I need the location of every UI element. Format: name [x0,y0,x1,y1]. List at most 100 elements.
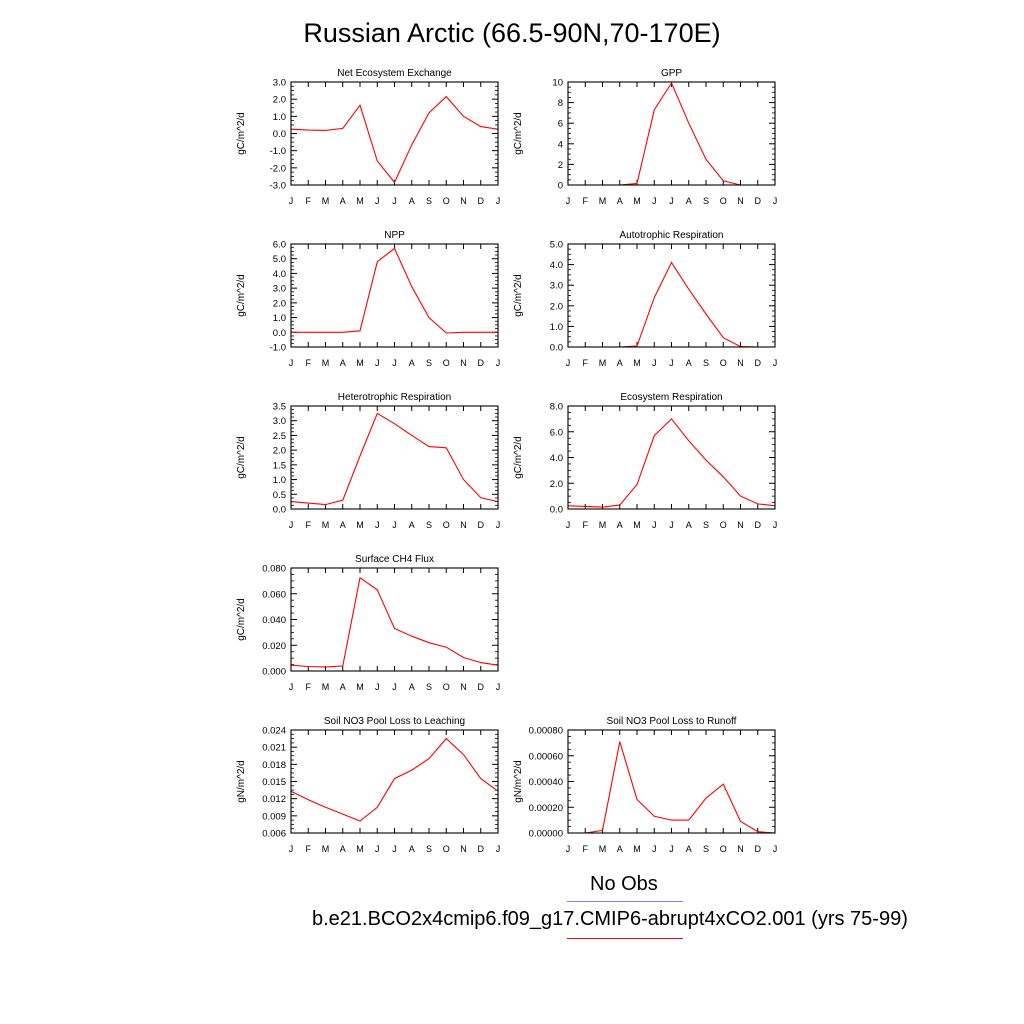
x-tick-label: J [669,844,674,854]
x-tick-label: J [669,520,674,530]
y-axis-label: gC/m^2/d [513,274,524,317]
x-tick-label: A [617,520,623,530]
y-tick-label: 4.0 [550,260,563,271]
y-tick-label: 5.0 [273,254,286,265]
y-tick-label: 0.00060 [529,751,563,762]
x-tick-label: M [322,844,330,854]
x-tick-label: O [443,358,450,368]
panel-title: GPP [661,68,682,79]
plot-frame [567,81,776,186]
series-line-heterotrophic-respiration [290,412,499,506]
x-tick-label: F [306,358,312,368]
x-tick-label: F [306,520,312,530]
x-tick-label: J [392,682,397,692]
x-tick-label: A [686,196,692,206]
plot-frame [567,243,776,348]
y-tick-label: 6.0 [273,240,286,251]
x-tick-label: M [356,844,364,854]
y-tick-label: 0.018 [262,760,286,771]
x-tick-label: M [356,358,364,368]
legend-obs-line [567,901,683,902]
x-tick-label: J [375,520,380,530]
x-tick-label: A [340,358,346,368]
x-tick-label: J [669,358,674,368]
y-tick-label: 2.0 [550,479,563,490]
x-tick-label: D [478,844,485,854]
x-tick-label: F [306,196,312,206]
y-axis-label: gN/m^2/d [236,760,247,803]
y-tick-label: 1.0 [550,322,563,333]
y-tick-label: 0.060 [262,589,286,600]
x-tick-label: A [686,844,692,854]
y-tick-label: 0.024 [262,726,286,737]
x-tick-label: F [583,844,589,854]
x-tick-label: J [375,844,380,854]
x-tick-label: J [392,844,397,854]
x-tick-label: A [686,520,692,530]
x-tick-label: M [356,520,364,530]
y-tick-label: 3.0 [273,284,286,295]
x-tick-label: J [392,358,397,368]
x-tick-label: D [478,682,485,692]
x-tick-label: M [633,196,641,206]
x-tick-label: M [633,358,641,368]
x-tick-label: M [322,196,330,206]
y-tick-label: 0 [558,181,563,192]
x-tick-label: J [566,358,571,368]
x-tick-label: S [703,844,709,854]
y-tick-label: 1.0 [273,313,286,324]
x-tick-label: J [669,196,674,206]
panel-soil-no3-pool-loss-to-leaching: Soil NO3 Pool Loss to Leaching gN/m^2/d J F… [236,716,500,854]
y-tick-label: 1.0 [273,112,286,123]
y-tick-label: 1.5 [273,460,286,471]
plot-frame [290,729,499,834]
x-tick-label: M [356,682,364,692]
y-tick-label: 3.0 [273,416,286,427]
legend-model-label: b.e21.BCO2x4cmip6.f09_g17.CMIP6-abrupt4x… [312,908,908,930]
x-tick-label: N [737,196,744,206]
x-tick-label: F [306,844,312,854]
x-tick-label: F [306,682,312,692]
y-tick-label: 0.00000 [529,829,563,840]
legend-obs-label: No Obs [590,873,658,895]
y-tick-label: 3.5 [273,402,286,413]
y-tick-label: 2 [558,160,563,171]
x-tick-label: J [392,520,397,530]
series-line-soil-no3-pool-loss-to-leaching [290,737,499,822]
x-tick-label: N [460,196,467,206]
series-line-gpp [568,81,775,186]
y-tick-label: 0.00080 [529,726,563,737]
series-line-net-ecosystem-exchange [290,95,499,184]
x-tick-label: D [478,358,485,368]
x-tick-label: M [633,520,641,530]
x-tick-label: J [652,844,657,854]
plot-frame [290,81,499,186]
y-tick-label: 0.012 [262,794,286,805]
y-tick-label: 0.0 [550,505,563,516]
x-tick-label: F [583,196,589,206]
y-axis-label: gC/m^2/d [513,112,524,155]
x-tick-label: J [773,196,778,206]
panel-title: Autotrophic Respiration [620,230,724,241]
x-tick-label: J [773,358,778,368]
x-tick-label: M [633,844,641,854]
x-tick-label: M [599,196,607,206]
x-tick-label: S [703,196,709,206]
y-tick-label: 0.0 [273,505,286,516]
y-tick-label: 0.021 [262,743,286,754]
x-tick-label: S [426,520,432,530]
y-tick-label: -1.0 [270,146,286,157]
y-tick-label: 3.0 [273,78,286,89]
x-tick-label: J [566,196,571,206]
x-tick-label: F [583,358,589,368]
x-tick-label: J [289,682,294,692]
x-tick-label: N [737,520,744,530]
figure-title: Russian Arctic (66.5-90N,70-170E) [303,18,721,48]
plot-frame [567,729,776,834]
x-tick-label: M [356,196,364,206]
x-tick-label: J [289,844,294,854]
x-tick-label: J [289,520,294,530]
